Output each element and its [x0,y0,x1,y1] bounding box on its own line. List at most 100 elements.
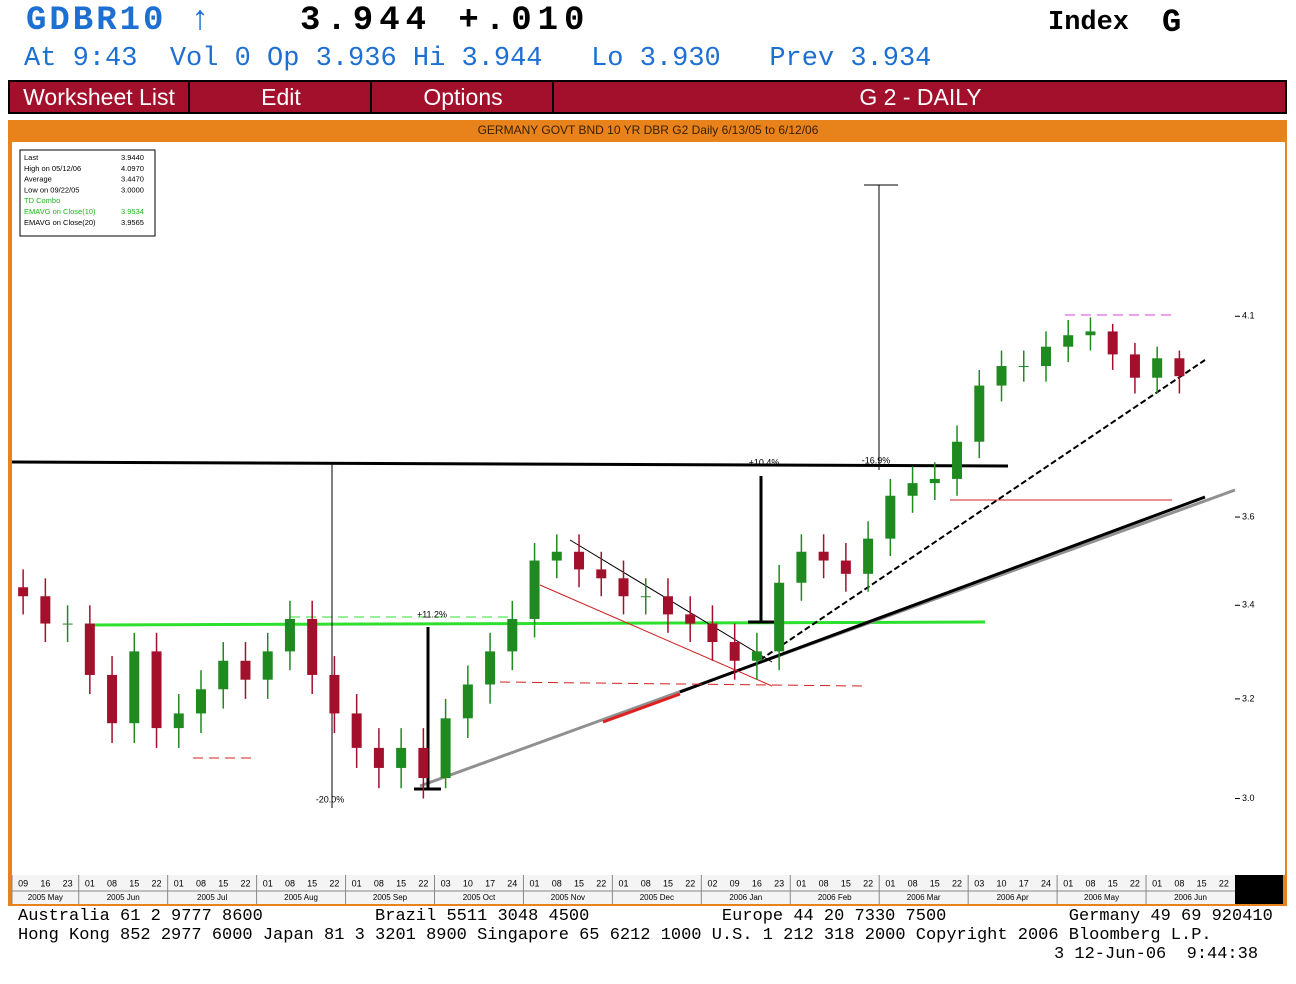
legend-label: Average [24,175,52,184]
candle-body [284,618,295,652]
x-tick-label: 01 [885,878,895,888]
x-tick-label: 22 [329,878,339,888]
info-label: Op [267,44,300,74]
candle-body [1085,331,1096,336]
x-tick-label: 22 [952,878,962,888]
x-tick-label: 15 [1197,878,1207,888]
toolbar-button[interactable]: Options [374,82,554,112]
candle-body [107,674,118,724]
candle-body [618,578,629,597]
candle-body [907,483,918,496]
x-group-label: 2006 Feb [818,893,852,902]
page-title: G 2 - DAILY [859,84,982,110]
info-value: 3.934 [850,44,932,74]
quote-info: At 9:43 Vol 0 Op 3.936 Hi 3.944 Lo 3.930… [24,44,931,74]
candle-body [1107,331,1118,355]
function-key: G [1162,4,1182,41]
candle-body [863,538,874,574]
candle-body [685,614,696,624]
x-group-label: 2006 Jan [729,893,762,902]
candle-body [462,684,473,719]
candle-body [485,651,496,685]
x-tick-label: 10 [463,878,473,888]
x-tick-label: 15 [663,878,673,888]
candle-body [574,551,585,570]
annotation: -16.9% [862,455,891,465]
x-tick-label: 08 [107,878,117,888]
candle-body [262,651,273,680]
x-group-label: 2005 Jul [197,893,227,902]
x-tick-label: 15 [930,878,940,888]
x-tick-label: 01 [530,878,540,888]
legend-value: 4.0970 [121,164,144,173]
x-tick-label: 22 [152,878,162,888]
x-tick-label: 22 [1219,878,1229,888]
candle-body [418,747,429,779]
toolbar-button[interactable]: Edit [192,82,372,112]
candle-body [196,689,207,714]
x-tick-label: 01 [1063,878,1073,888]
candle-body [1174,358,1185,377]
y-tick-label: 3.4 [1242,600,1255,610]
x-group-label: 2005 Dec [640,893,674,902]
candle-body [84,623,95,675]
legend-label: Low on 09/22/05 [24,185,79,194]
candle-body [440,718,451,779]
candle-body [173,713,184,729]
candle-body [507,618,518,652]
candle-body [729,642,740,661]
market: Index [1048,8,1130,38]
x-tick-label: 15 [307,878,317,888]
x-tick-label: 03 [441,878,451,888]
info-value: 3.936 [315,44,397,74]
axis-area [1235,142,1285,875]
corner [1235,875,1283,904]
annotation: +11.2% [417,609,447,619]
x-tick-label: 22 [863,878,873,888]
x-tick-label: 09 [730,878,740,888]
info-label: Hi [412,44,446,74]
x-tick-label: 23 [63,878,73,888]
legend-box [19,149,156,237]
candle-body [662,596,673,615]
y-tick-label: 3.6 [1242,511,1255,521]
toolbar-button[interactable]: Worksheet List [10,82,190,112]
info-value: 3.944 [461,44,543,74]
legend-value: 3.9565 [121,218,144,227]
candle-body [840,560,851,574]
toolbar [8,80,1287,114]
quote: 3.944 +.010 [300,2,591,40]
candle-body [218,660,229,690]
candle-body [774,582,785,652]
x-tick-label: 22 [685,878,695,888]
x-tick-label: 23 [774,878,784,888]
legend-label: TD Combo [24,196,60,205]
x-tick-label: 15 [574,878,584,888]
x-tick-label: 22 [418,878,428,888]
x-tick-label: 15 [396,878,406,888]
footer-line: Australia 61 2 9777 8600 Brazil 5511 304… [18,907,1273,926]
candle-body [1152,358,1163,378]
x-tick-label: 01 [618,878,628,888]
trend-line [602,692,681,724]
candle-body [62,623,73,625]
candle-body [40,596,51,624]
x-tick-label: 08 [641,878,651,888]
x-tick-label: 08 [908,878,918,888]
candle-body [551,551,562,561]
candle-body [396,747,407,768]
candle-body [596,569,607,579]
legend-label: EMAVG on Close(10) [24,207,96,216]
x-tick-label: 08 [196,878,206,888]
x-tick-label: 01 [796,878,806,888]
candle-body [974,385,985,442]
legend-value: 3.0000 [121,185,144,194]
overlay-lines [11,184,1236,808]
legend-label: EMAVG on Close(20) [24,218,96,227]
info-label: Vol [169,44,219,74]
info-value: 9:43 [72,44,138,74]
x-tick-label: 22 [596,878,606,888]
footer-line: Hong Kong 852 2977 6000 Japan 81 3 3201 … [18,926,1212,945]
y-tick-label: 3.0 [1242,793,1255,803]
x-tick-label: 02 [707,878,717,888]
